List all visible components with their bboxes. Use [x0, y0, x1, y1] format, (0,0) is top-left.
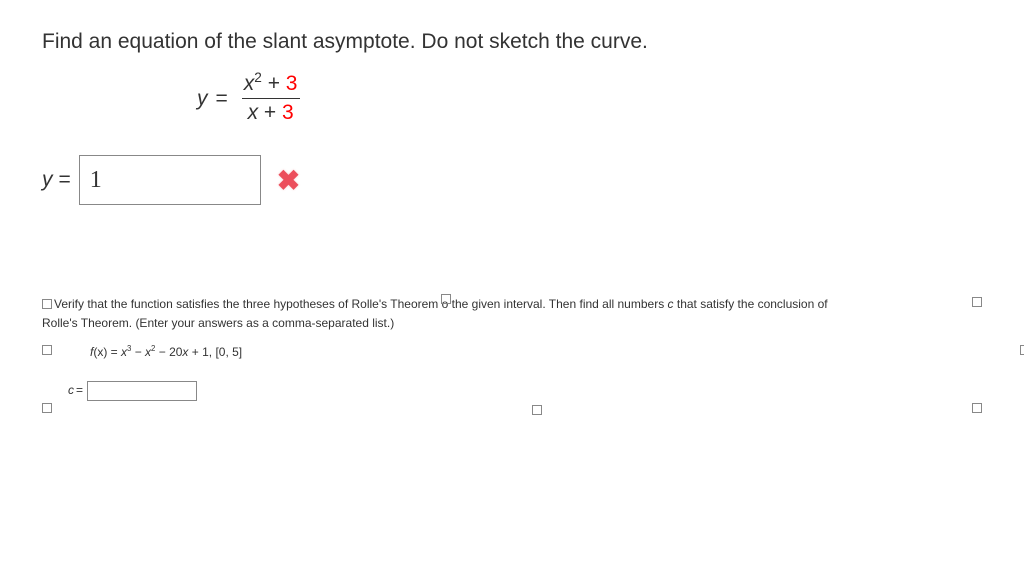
question2: Verify that the function satisfies the t… — [42, 295, 982, 425]
den-plus: + — [258, 101, 282, 124]
q2-text-p2: Rolle's Theorem. (Enter your answers as … — [42, 316, 394, 330]
answer-row: y = 1 ✖ — [42, 155, 982, 205]
answer-variable-y: y — [42, 168, 53, 192]
den-x: x — [248, 101, 259, 124]
eq-fraction: x2 + 3 x + 3 — [238, 72, 304, 125]
c-answer-row: c = — [68, 381, 982, 401]
marker-top-right — [972, 297, 982, 307]
question1-equation: y = x2 + 3 x + 3 — [197, 72, 982, 125]
c-label: c — [68, 381, 74, 400]
marker-bottom-mid — [532, 405, 542, 415]
eq-numerator: x2 + 3 — [238, 72, 304, 98]
wrong-icon: ✖ — [277, 164, 300, 197]
fn-p1: + 1, [0, 5] — [188, 345, 242, 359]
num-plus: + — [262, 72, 286, 95]
fn-parenx: (x) = — [93, 345, 121, 359]
question1-title: Find an equation of the slant asymptote.… — [42, 30, 982, 54]
bottom-marker-row — [42, 401, 982, 425]
function-line: f(x) = x3 − x2 − 20x + 1, [0, 5] — [90, 343, 982, 362]
answer-input[interactable]: 1 — [79, 155, 261, 205]
num-exp: 2 — [254, 70, 262, 85]
marker-inline — [441, 294, 451, 304]
fn-m1: − — [131, 345, 145, 359]
c-equals: = — [76, 381, 83, 400]
marker-bottom-right — [972, 403, 982, 413]
eq-denominator: x + 3 — [242, 98, 300, 125]
q2-text-d: that satisfy the conclusion of — [674, 297, 828, 311]
fn-m2: − 20 — [155, 345, 182, 359]
num-const: 3 — [286, 72, 298, 95]
c-input[interactable] — [87, 381, 197, 401]
q2-text-a: Verify that the function satisfies the t… — [54, 297, 448, 311]
eq-variable-y: y — [197, 87, 208, 111]
answer-equals: = — [59, 168, 71, 192]
marker-fn-left — [42, 345, 52, 355]
num-x: x — [244, 72, 255, 95]
marker-fn-right — [1020, 345, 1024, 355]
q2-text-b: the given interval. Then find all number… — [448, 297, 667, 311]
den-const: 3 — [282, 101, 294, 124]
marker-bottom-left — [42, 403, 52, 413]
marker-top-left — [42, 299, 52, 309]
eq-equals: = — [216, 87, 228, 111]
